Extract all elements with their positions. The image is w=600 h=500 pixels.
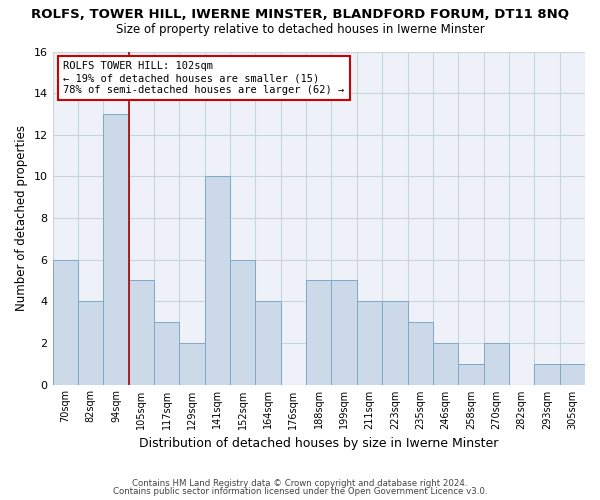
X-axis label: Distribution of detached houses by size in Iwerne Minster: Distribution of detached houses by size … [139, 437, 499, 450]
Bar [78, 302, 103, 384]
Bar [205, 176, 230, 384]
Text: ROLFS, TOWER HILL, IWERNE MINSTER, BLANDFORD FORUM, DT11 8NQ: ROLFS, TOWER HILL, IWERNE MINSTER, BLAND… [31, 8, 569, 20]
Bar [357, 302, 382, 384]
Bar [306, 280, 331, 384]
Bar [458, 364, 484, 384]
Text: Contains public sector information licensed under the Open Government Licence v3: Contains public sector information licen… [113, 487, 487, 496]
Bar [103, 114, 128, 384]
Bar [53, 260, 78, 384]
Bar [230, 260, 256, 384]
Text: Size of property relative to detached houses in Iwerne Minster: Size of property relative to detached ho… [116, 22, 484, 36]
Bar [256, 302, 281, 384]
Bar [128, 280, 154, 384]
Bar [154, 322, 179, 384]
Bar [179, 343, 205, 384]
Bar [534, 364, 560, 384]
Bar [331, 280, 357, 384]
Text: ROLFS TOWER HILL: 102sqm
← 19% of detached houses are smaller (15)
78% of semi-d: ROLFS TOWER HILL: 102sqm ← 19% of detach… [63, 62, 344, 94]
Bar [560, 364, 585, 384]
Bar [407, 322, 433, 384]
Bar [433, 343, 458, 384]
Y-axis label: Number of detached properties: Number of detached properties [15, 125, 28, 311]
Text: Contains HM Land Registry data © Crown copyright and database right 2024.: Contains HM Land Registry data © Crown c… [132, 478, 468, 488]
Bar [382, 302, 407, 384]
Bar [484, 343, 509, 384]
